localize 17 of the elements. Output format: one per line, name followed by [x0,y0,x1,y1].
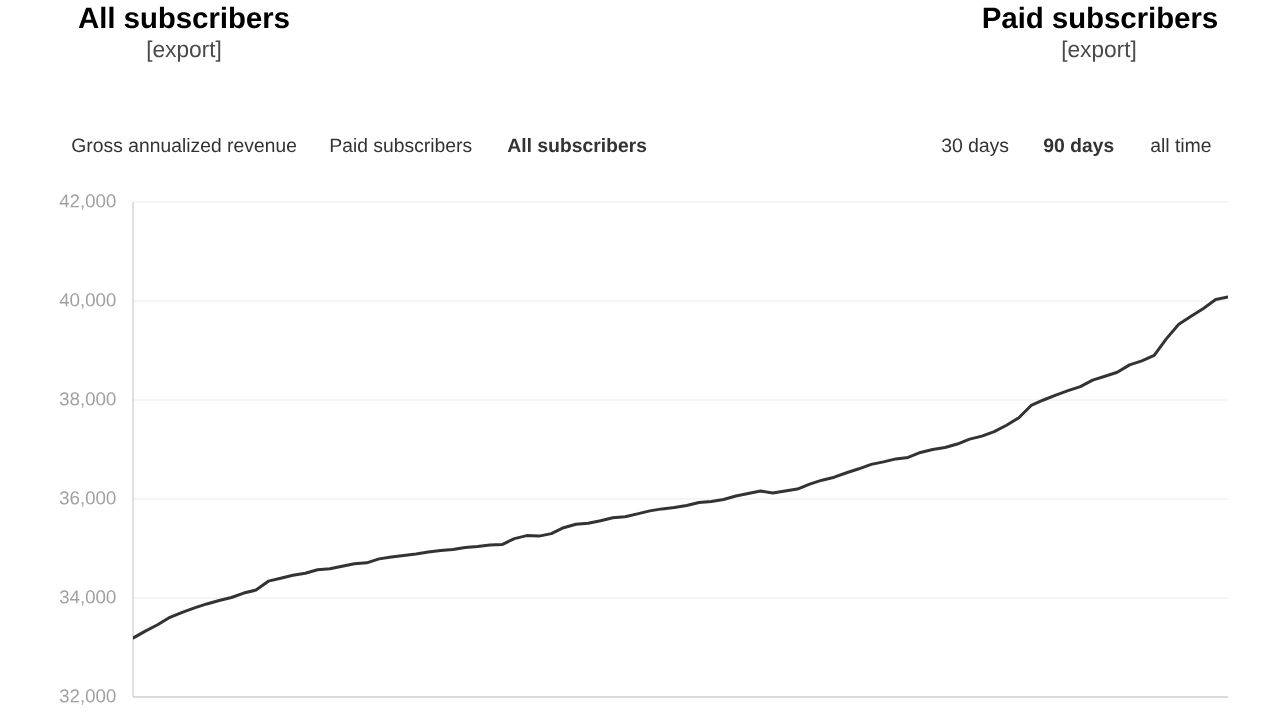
text: [export] [147,40,221,62]
text: Paid subscribers [983,6,1217,29]
y-tick-label: 34,000 [59,590,116,606]
text: Gross annualized revenue [72,137,297,153]
text: All subscribers [507,137,647,153]
text: All subscribers [78,6,289,29]
line-series [133,295,1228,640]
text: Paid subscribers [330,137,472,153]
y-tick-label: 38,000 [59,392,116,408]
y-tick-label: 40,000 [59,293,116,309]
text: 30 days [942,137,1009,157]
y-tick-label: 32,000 [59,689,116,705]
text: 90 days [1043,137,1114,157]
y-tick-label: 42,000 [59,194,116,210]
text: all time [1151,137,1211,153]
text: [export] [1062,40,1136,62]
y-tick-label: 36,000 [59,491,116,507]
